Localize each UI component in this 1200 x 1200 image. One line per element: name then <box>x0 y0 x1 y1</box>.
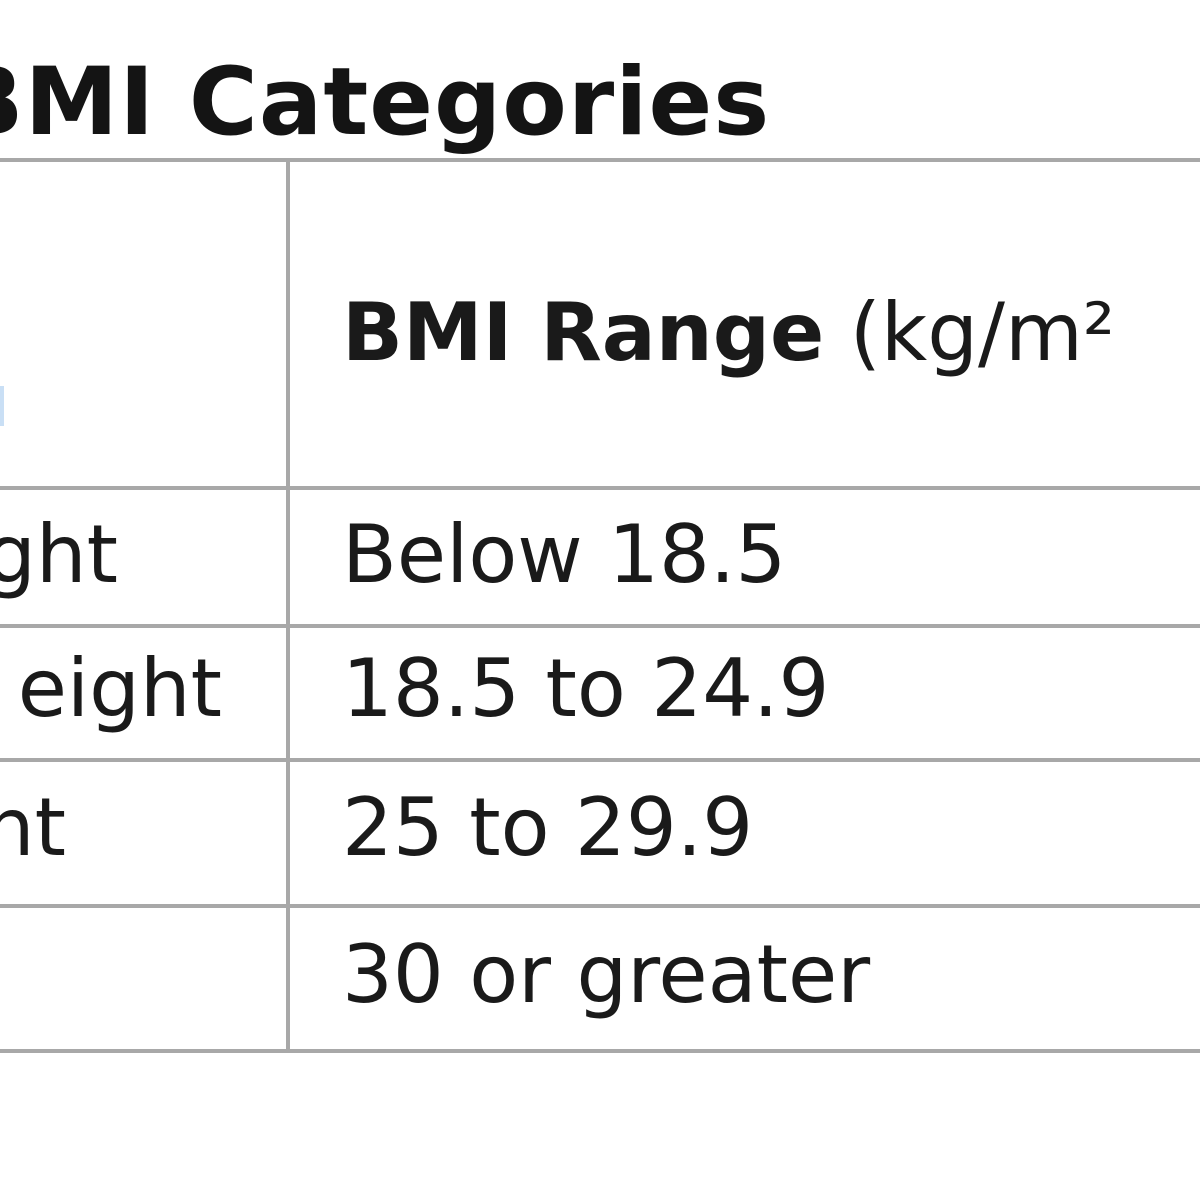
range-cell: Below 18.5 <box>342 508 787 601</box>
category-cell: ght <box>0 508 118 601</box>
page-title: d BMI Categories <box>0 48 771 157</box>
header-bmi-range: BMI Range (kg/m² <box>342 288 1115 378</box>
category-cell: eight <box>17 642 222 735</box>
range-cell: 30 or greater <box>342 928 871 1021</box>
header-bottom-border <box>0 486 1200 490</box>
range-cell: 18.5 to 24.9 <box>342 642 830 735</box>
header-bmi-range-unit: (kg/m² <box>824 286 1115 379</box>
row-divider <box>0 624 1200 628</box>
category-cell: nt <box>0 781 66 874</box>
header-bmi-range-label: BMI Range <box>342 286 825 379</box>
column-divider <box>286 160 290 1052</box>
table-bottom-border <box>0 1049 1200 1053</box>
row-divider <box>0 904 1200 908</box>
range-cell: 25 to 29.9 <box>342 781 754 874</box>
table-top-border <box>0 158 1200 162</box>
cropped-link-mark <box>0 386 4 426</box>
row-divider <box>0 758 1200 762</box>
